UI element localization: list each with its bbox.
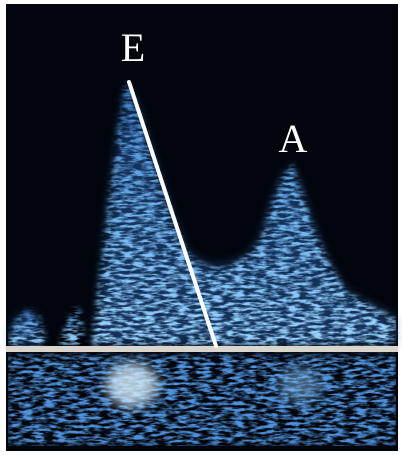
doppler-image: E A xyxy=(0,0,402,458)
bright-signal xyxy=(106,363,158,407)
a-wave-label: A xyxy=(279,116,308,161)
signal-patch xyxy=(278,367,322,403)
page: E A (() => { const data = JSON.parse(doc… xyxy=(0,0,402,458)
baseline xyxy=(6,346,398,352)
e-wave-label: E xyxy=(121,25,145,70)
